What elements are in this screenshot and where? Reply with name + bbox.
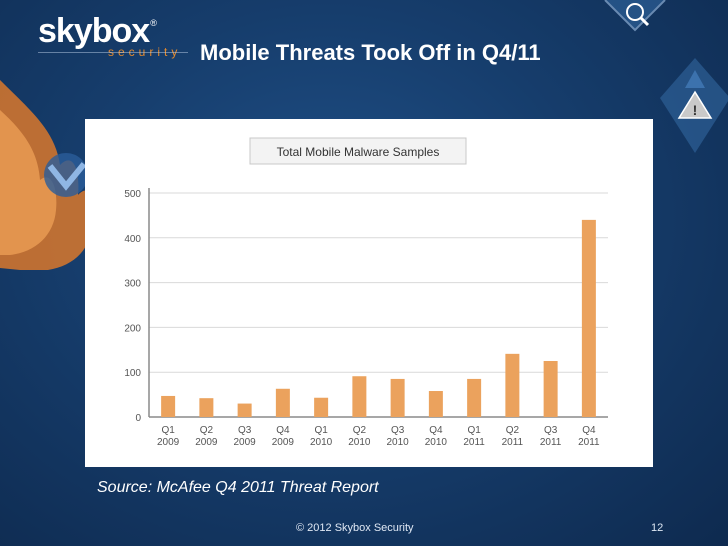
x-tick-label: 2010	[310, 437, 333, 448]
source-note: Source: McAfee Q4 2011 Threat Report	[97, 479, 379, 496]
y-tick-label: 400	[124, 234, 141, 245]
x-tick-label: Q3	[391, 425, 405, 436]
y-tick-label: 500	[124, 189, 141, 200]
magnifier-icon	[604, 0, 666, 32]
x-tick-label: Q2	[200, 425, 214, 436]
bar	[237, 403, 252, 417]
x-tick-label: 2010	[348, 437, 371, 448]
x-tick-label: Q1	[314, 425, 328, 436]
x-tick-label: 2011	[540, 437, 562, 448]
bar	[581, 219, 596, 417]
y-tick-label: 200	[124, 323, 141, 334]
bar	[467, 378, 482, 417]
x-tick-label: 2009	[272, 437, 295, 448]
bar	[428, 391, 443, 417]
bar	[199, 398, 214, 417]
bar	[505, 353, 520, 417]
chart-title-box	[249, 137, 467, 165]
slide-title: Mobile Threats Took Off in Q4/11	[200, 40, 541, 65]
y-tick-label: 0	[135, 413, 141, 424]
logo-underline	[38, 52, 188, 53]
footer-copyright: © 2012 Skybox Security	[296, 522, 414, 534]
x-tick-label: Q4	[429, 425, 443, 436]
logo-wordmark: skybox	[38, 12, 150, 50]
x-tick-label: Q4	[276, 425, 290, 436]
x-tick-label: Q3	[238, 425, 252, 436]
x-tick-label: 2011	[463, 437, 485, 448]
x-tick-label: Q4	[582, 425, 596, 436]
bar	[314, 397, 329, 417]
x-tick-label: 2011	[502, 437, 524, 448]
x-tick-label: 2009	[234, 437, 257, 448]
page-number: 12	[651, 522, 664, 534]
chart-title: Total Mobile Malware Samples	[277, 145, 440, 159]
x-tick-label: Q2	[506, 425, 520, 436]
checkmark-icon	[44, 153, 88, 197]
skybox-logo: skybox® security	[38, 12, 177, 59]
logo-registered-mark: ®	[150, 18, 157, 28]
warning-icon: !	[660, 58, 728, 153]
bar	[352, 376, 367, 417]
bar	[161, 395, 176, 417]
x-tick-label: Q1	[161, 425, 175, 436]
bar	[543, 361, 558, 417]
bar	[390, 378, 405, 417]
bar-chart: Total Mobile Malware Samples 0 100 200 300 4…	[124, 137, 608, 448]
y-tick-label: 100	[124, 368, 141, 379]
x-tick-label: Q3	[544, 425, 558, 436]
x-tick-label: 2009	[195, 437, 218, 448]
svg-text:!: !	[693, 102, 698, 118]
x-tick-label: 2010	[387, 437, 410, 448]
chart-panel: Total Mobile Malware Samples 0 100 200 300 4…	[85, 119, 653, 467]
x-tick-label: Q2	[353, 425, 367, 436]
bar	[275, 388, 290, 417]
y-tick-label: 300	[124, 279, 141, 290]
x-tick-label: 2010	[425, 437, 448, 448]
x-tick-label: Q1	[467, 425, 481, 436]
x-tick-label: 2009	[157, 437, 180, 448]
x-tick-label: 2011	[578, 437, 600, 448]
